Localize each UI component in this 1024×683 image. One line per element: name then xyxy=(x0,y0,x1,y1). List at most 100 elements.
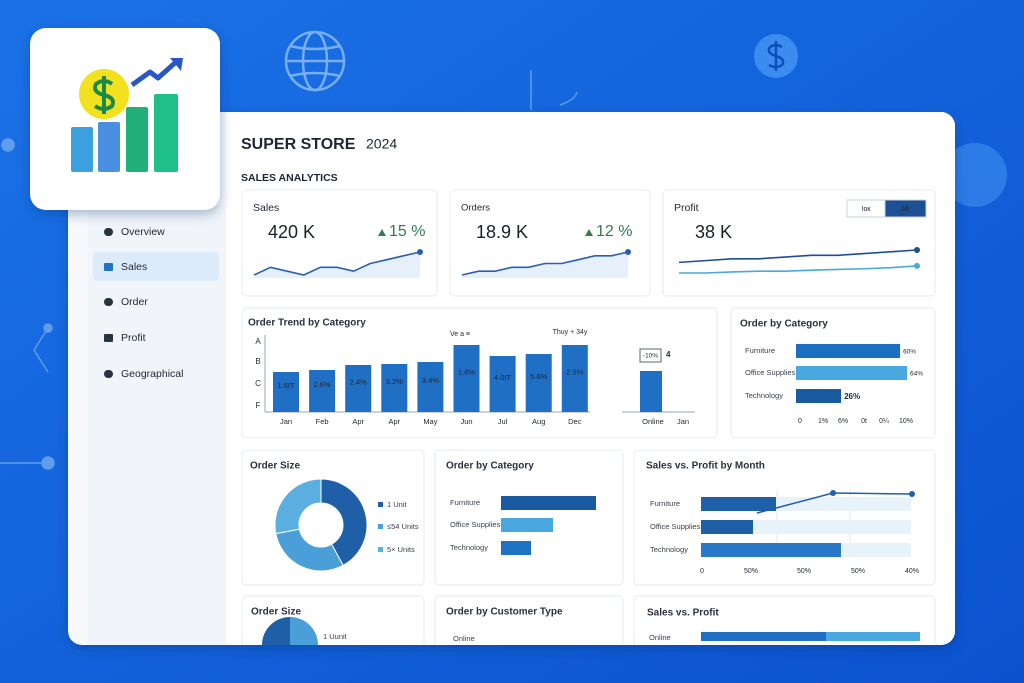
logo-icon xyxy=(71,58,183,172)
x-tick-label: 40% xyxy=(905,568,919,575)
sparkline xyxy=(678,249,918,264)
network-decoration xyxy=(0,70,578,470)
bar-value-label: 60% xyxy=(903,349,916,356)
donut-fragment xyxy=(262,617,290,645)
kpi-value: 18.9 K xyxy=(476,222,528,242)
bar xyxy=(796,344,901,358)
x-tick-label: Jan xyxy=(677,417,689,426)
card-title: Sales vs. Profit by Month xyxy=(646,461,765,472)
nav-icon xyxy=(104,228,113,236)
donut-fragment xyxy=(290,617,318,645)
bar xyxy=(417,362,444,412)
category-label: Furniture xyxy=(650,499,680,508)
category-label: Furniture xyxy=(450,498,480,507)
nav-item[interactable]: Geographical xyxy=(121,368,183,380)
trend-up-icon xyxy=(585,229,593,236)
card-title: Sales vs. Profit xyxy=(647,608,719,619)
profit-point xyxy=(909,491,915,497)
x-tick-label: Jan xyxy=(280,417,292,426)
x-tick-label: 1% xyxy=(818,418,828,425)
donut-segment xyxy=(320,478,368,566)
bar xyxy=(489,356,516,412)
dollar-icon xyxy=(754,34,798,78)
nav-item[interactable]: Profit xyxy=(121,332,146,344)
x-tick-label: Apr xyxy=(352,417,364,426)
sparkline xyxy=(679,265,918,274)
nav-item[interactable]: Order xyxy=(121,296,148,308)
x-tick-label: Dec xyxy=(568,417,582,426)
card-title: Order by Category xyxy=(740,319,828,330)
x-tick-label: 0¼ xyxy=(879,418,889,425)
badge-count: 4 xyxy=(666,350,671,359)
bar xyxy=(501,496,596,510)
trend-up-icon xyxy=(378,229,386,236)
category-card xyxy=(434,449,624,586)
category-label: Technology xyxy=(745,391,783,400)
category-label: Office Supplies xyxy=(450,520,501,529)
bar xyxy=(345,365,372,412)
sparkline-end xyxy=(417,249,423,255)
nav-item[interactable]: Sales xyxy=(121,261,147,273)
legend-label: ≤54 Units xyxy=(387,522,419,531)
badge-box xyxy=(639,348,662,363)
bar-value-label: 4.0IT xyxy=(494,373,512,382)
legend-swatch xyxy=(378,502,383,507)
badge-label: -10% xyxy=(643,353,658,360)
customer-type-card xyxy=(434,595,624,645)
legend-label: 5× Units xyxy=(387,545,415,554)
bar xyxy=(501,518,553,532)
bar xyxy=(501,541,531,555)
card-title: Order by Category xyxy=(446,461,534,472)
bar-value-label: 2.4% xyxy=(350,377,367,386)
bar-value-label: 1.6IT xyxy=(277,381,295,390)
sparkline xyxy=(461,251,629,276)
bar-fragment xyxy=(826,632,920,641)
x-tick-label: 50% xyxy=(797,568,811,575)
bar-value-label: 3.2% xyxy=(386,377,403,386)
nav-icon xyxy=(104,334,113,342)
bar-value-label: 3.4% xyxy=(422,376,439,385)
x-tick-label: 0 xyxy=(700,568,704,575)
x-tick-label: 0 xyxy=(798,418,802,425)
annotation: Thuy + 34y xyxy=(553,329,588,336)
target-bar xyxy=(701,520,911,534)
row-label: Online xyxy=(649,633,671,642)
nav-icon xyxy=(104,298,113,306)
section-subtitle: SALES ANALYTICS xyxy=(241,172,338,184)
panel-content: SUPER STORE 2024 SALES ANALYTICS Order T… xyxy=(88,112,955,645)
toggle-button[interactable] xyxy=(884,199,927,218)
year: 2024 xyxy=(366,136,397,152)
bar xyxy=(561,345,588,412)
kpi-label: Orders xyxy=(461,203,490,214)
kpi-value: 420 K xyxy=(268,222,315,242)
category-label: Furniture xyxy=(745,346,775,355)
bar xyxy=(525,354,552,412)
legend-swatch xyxy=(378,524,383,529)
sparkline-area xyxy=(254,252,420,278)
bar xyxy=(273,372,299,412)
bar xyxy=(796,366,907,380)
legend-label: 1 Unit xyxy=(387,500,408,509)
annotation: Ve a ≡ xyxy=(450,331,470,338)
bar xyxy=(701,543,841,557)
bar xyxy=(640,371,662,412)
bar-value-label: 2.6% xyxy=(314,380,331,389)
x-tick-label: 10% xyxy=(899,418,913,425)
bar xyxy=(701,497,776,511)
bar xyxy=(701,520,753,534)
toggle-label[interactable]: Iок xyxy=(862,206,872,213)
sparkline xyxy=(253,251,421,276)
nav-item[interactable]: Overview xyxy=(121,226,165,238)
kpi-label: Sales xyxy=(253,202,279,214)
x-tick-label: 0t xyxy=(861,418,867,425)
card-title: Order Trend by Category xyxy=(248,318,366,329)
legend-swatch xyxy=(378,547,383,552)
logo-card xyxy=(30,28,220,210)
x-tick-label: 6% xyxy=(838,418,848,425)
toggle-label[interactable]: All xyxy=(901,206,909,213)
card-title: Order Size xyxy=(251,607,301,618)
profit-point xyxy=(830,490,836,496)
bar-fragment xyxy=(701,632,826,641)
x-tick-label: 50% xyxy=(744,568,758,575)
